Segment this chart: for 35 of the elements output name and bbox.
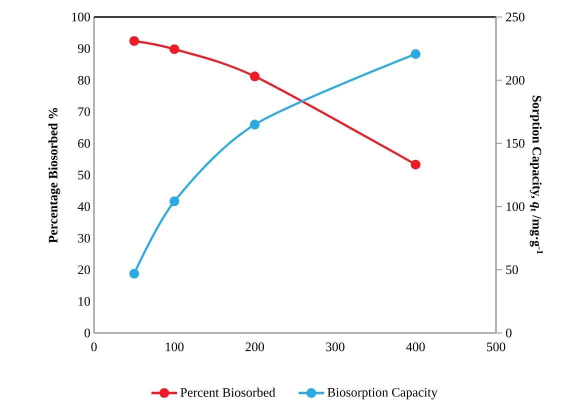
point: [170, 196, 180, 206]
x-tick-label: 0: [91, 342, 97, 352]
y-tick-label: 10: [78, 297, 90, 306]
y2-axis-title: Sorption Capacity, q$_{t}$ /mg·g$^{-1}$: [530, 96, 543, 254]
y-tick-label: 80: [78, 76, 90, 85]
y-tick-label: 40: [78, 202, 90, 211]
point: [410, 160, 420, 170]
legend-label: Biosorption Capacity: [328, 388, 438, 400]
y-tick-label: 30: [78, 234, 90, 243]
legend-label: Percent Biosorbed: [180, 388, 276, 397]
x-tick-label: 500: [487, 342, 506, 352]
x-tick-label: 200: [246, 342, 264, 352]
y-tick-label: 90: [78, 44, 90, 53]
x-tick-label: 100: [166, 342, 184, 352]
y-tick-label: 70: [78, 107, 90, 116]
x-tick-label: 400: [406, 342, 425, 352]
point: [250, 120, 260, 130]
point: [129, 268, 140, 279]
y-tick-label: 60: [78, 139, 90, 148]
y2-tick-label: 50: [506, 265, 518, 274]
point: [170, 44, 180, 54]
point: [250, 72, 260, 82]
y-tick-label: 100: [72, 12, 90, 22]
y-axis-title: Percentage Biosorbed %: [48, 108, 60, 243]
y2-tick-label: 250: [506, 12, 524, 22]
point: [410, 49, 420, 59]
y2-tick-label: 200: [506, 76, 524, 85]
y2-tick-label: 150: [506, 139, 524, 148]
y2-tick-label: 100: [506, 202, 524, 211]
y-tick-label: 20: [78, 265, 90, 274]
y-tick-label: 50: [78, 170, 90, 180]
x-tick-label: 300: [326, 342, 344, 352]
point: [129, 36, 140, 46]
y-tick-label: 0: [84, 328, 90, 338]
y2-tick-label: 0: [506, 328, 512, 338]
